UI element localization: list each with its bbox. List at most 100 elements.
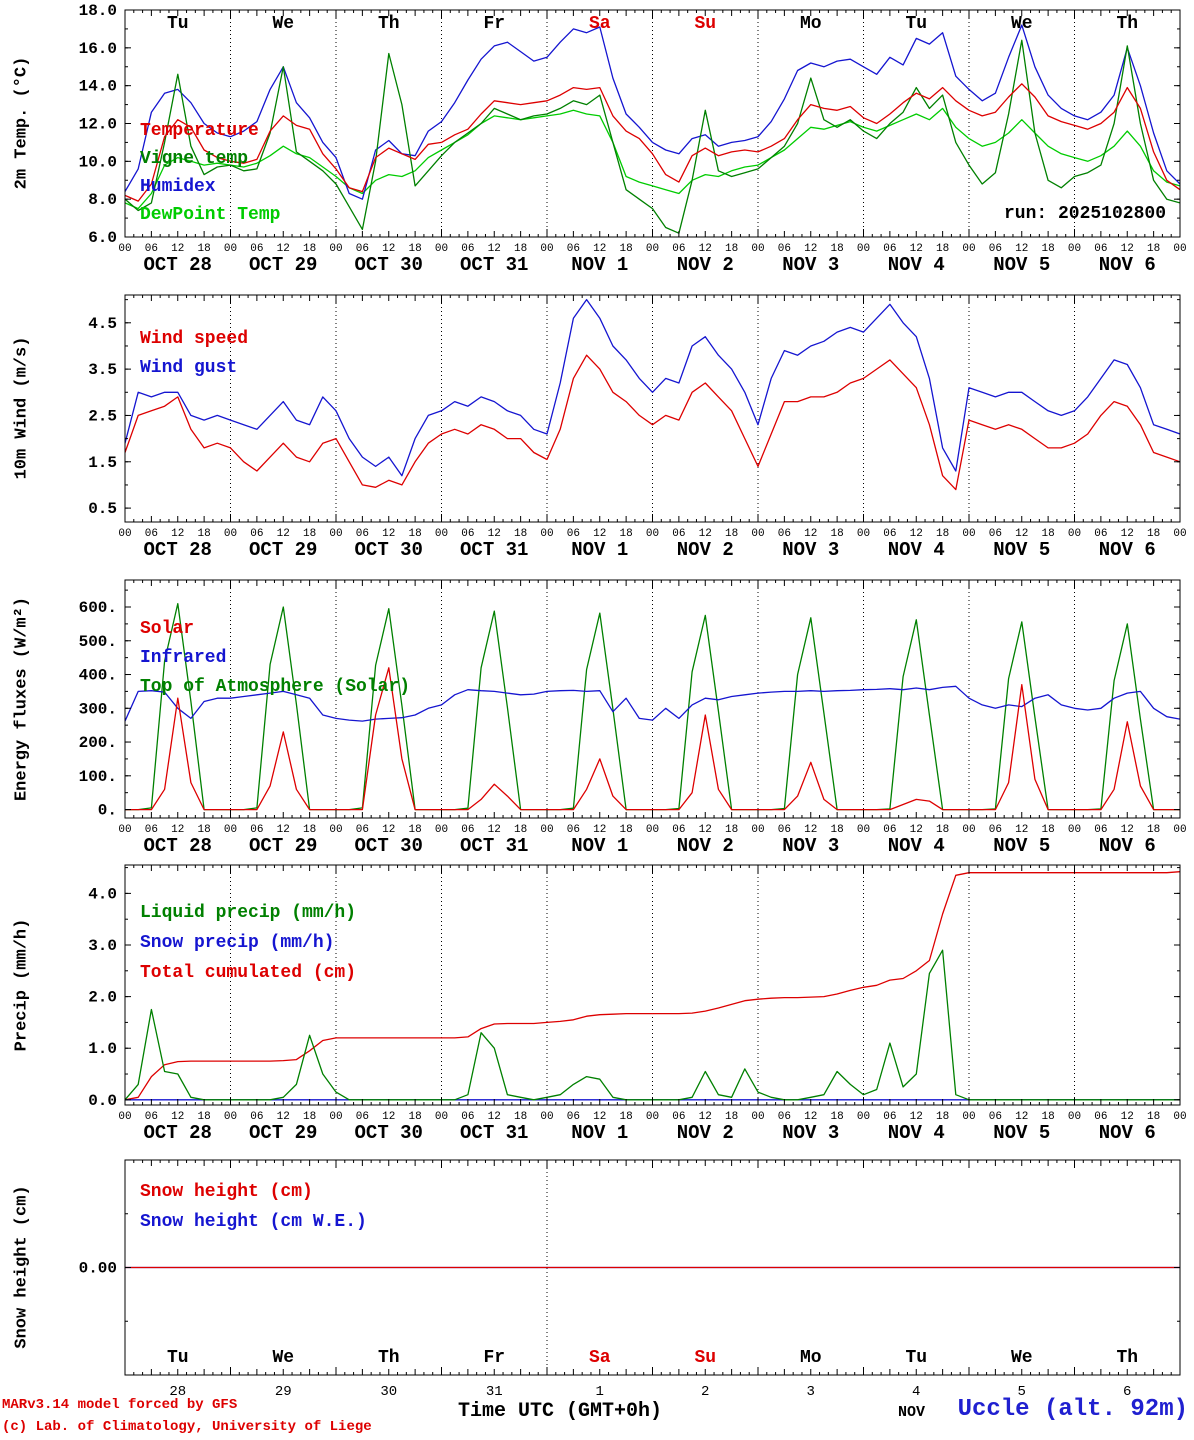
weekday-label: Tu	[905, 1348, 927, 1368]
weekday-label: We	[1011, 1348, 1033, 1368]
legend-snow-height: Snow height (cm)	[140, 1182, 313, 1202]
hour-label: 06	[989, 824, 1002, 836]
hour-label: 18	[831, 824, 844, 836]
hour-label: 00	[435, 1111, 448, 1123]
hour-label: 18	[725, 824, 738, 836]
hour-label: 00	[751, 1111, 764, 1123]
date-label: NOV 6	[1099, 254, 1156, 276]
hour-label: 06	[250, 1111, 263, 1123]
hour-label: 06	[567, 243, 580, 255]
date-label: NOV 2	[677, 835, 734, 857]
lab-credit: (c) Lab. of Climatology, University of L…	[2, 1419, 372, 1435]
hour-label: 06	[567, 824, 580, 836]
legend-wind-speed: Wind speed	[140, 329, 248, 349]
y-tick-label: 18.0	[79, 2, 117, 20]
hour-label: 06	[145, 1111, 158, 1123]
date-label: NOV 6	[1099, 539, 1156, 561]
date-label: OCT 31	[460, 835, 528, 857]
weekday-label: We	[1011, 14, 1033, 34]
date-label: NOV 6	[1099, 1122, 1156, 1144]
date-label: OCT 30	[355, 539, 423, 561]
weekday-label: We	[272, 14, 294, 34]
date-label: OCT 29	[249, 254, 317, 276]
date-label: OCT 28	[144, 835, 212, 857]
hour-label: 00	[435, 528, 448, 540]
hour-label: 06	[567, 528, 580, 540]
hour-label: 06	[778, 528, 791, 540]
date-label: NOV 1	[571, 1122, 628, 1144]
date-label: NOV 5	[993, 1122, 1050, 1144]
day-number-label: 2	[701, 1384, 709, 1400]
hour-label: 06	[461, 1111, 474, 1123]
date-label: NOV 5	[993, 254, 1050, 276]
y-tick-label: 3.0	[88, 937, 117, 955]
y-tick-label: 1.5	[88, 454, 117, 472]
hour-label: 00	[224, 528, 237, 540]
hour-label: 00	[962, 528, 975, 540]
hour-label: 18	[725, 243, 738, 255]
hour-label: 18	[514, 824, 527, 836]
date-label: OCT 30	[355, 254, 423, 276]
hour-label: 06	[145, 243, 158, 255]
hour-label: 00	[1068, 243, 1081, 255]
hour-label: 06	[778, 824, 791, 836]
hour-label: 00	[962, 824, 975, 836]
y-axis-title-energy: Energy fluxes (W/m²)	[12, 596, 32, 802]
hour-label: 12	[1015, 528, 1028, 540]
weekday-label: Tu	[167, 1348, 189, 1368]
hour-label: 12	[1121, 1111, 1134, 1123]
y-tick-label: 8.0	[88, 191, 117, 209]
hour-label: 06	[250, 824, 263, 836]
date-label: OCT 29	[249, 835, 317, 857]
hour-label: 12	[699, 824, 712, 836]
weekday-label: Su	[694, 14, 716, 34]
date-label: OCT 30	[355, 835, 423, 857]
hour-label: 06	[250, 528, 263, 540]
hour-label: 06	[145, 824, 158, 836]
date-label: NOV 4	[888, 539, 945, 561]
hour-label: 18	[409, 528, 422, 540]
hour-label: 00	[329, 1111, 342, 1123]
y-tick-label: 2.0	[88, 989, 117, 1007]
weekday-label: Fr	[483, 14, 505, 34]
hour-label: 18	[936, 528, 949, 540]
hour-label: 12	[382, 1111, 395, 1123]
y-tick-label: 3.5	[88, 361, 117, 379]
day-number-label: 31	[486, 1384, 503, 1400]
hour-label: 12	[488, 1111, 501, 1123]
hour-label: 18	[831, 1111, 844, 1123]
weekday-label: Sa	[589, 14, 611, 34]
date-label: NOV 1	[571, 254, 628, 276]
weekday-label: Tu	[905, 14, 927, 34]
hour-label: 18	[831, 243, 844, 255]
hour-label: 18	[514, 1111, 527, 1123]
y-tick-label: 6.0	[88, 229, 117, 247]
hour-label: 00	[224, 243, 237, 255]
hour-label: 00	[329, 824, 342, 836]
hour-label: 18	[620, 528, 633, 540]
legend-temperature: Temperature	[140, 121, 259, 141]
y-tick-label: 0.	[98, 802, 117, 820]
hour-label: 06	[672, 824, 685, 836]
weekday-label: Su	[694, 1348, 716, 1368]
date-label: OCT 31	[460, 254, 528, 276]
weekday-label: Th	[1116, 1348, 1138, 1368]
series-vigne-temp-line	[125, 39, 1180, 234]
hour-label: 00	[962, 243, 975, 255]
date-label: OCT 28	[144, 539, 212, 561]
hour-label: 06	[883, 528, 896, 540]
series-group	[125, 24, 1180, 234]
legend-vigne-temp: Vigne temp	[140, 149, 248, 169]
series-solar-line	[125, 667, 1180, 811]
weekday-label: We	[272, 1348, 294, 1368]
legend-solar: Solar	[140, 619, 194, 639]
legend-snow-height-we: Snow height (cm W.E.)	[140, 1212, 367, 1232]
y-tick-label: 0.00	[79, 1260, 117, 1278]
hour-label: 12	[910, 243, 923, 255]
day-number-label: 3	[807, 1384, 815, 1400]
hour-label: 00	[646, 243, 659, 255]
hour-label: 06	[883, 824, 896, 836]
hour-label: 06	[1094, 824, 1107, 836]
y-tick-label: 1.0	[88, 1040, 117, 1058]
